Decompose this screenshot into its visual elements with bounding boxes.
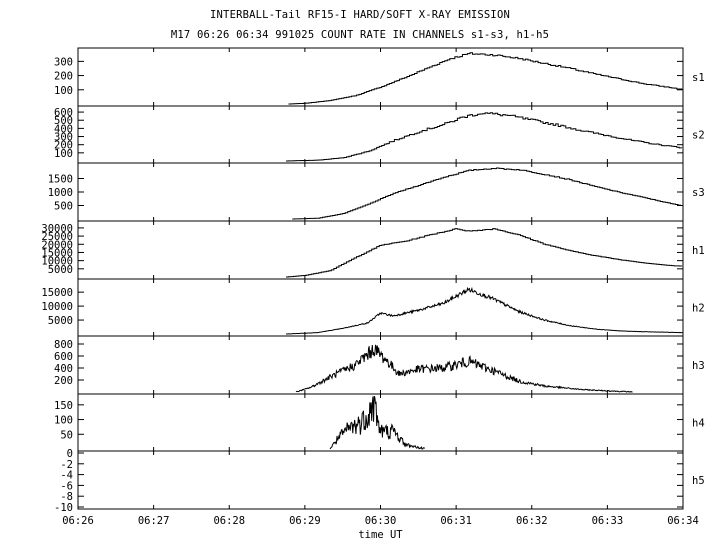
y-tick-label-h4: 150 — [54, 400, 73, 412]
y-tick-label-h1: 10000 — [41, 256, 73, 268]
panel-label-h3: h3 — [692, 360, 705, 372]
panel-frame-h2 — [77, 278, 684, 337]
series-line-h2 — [285, 286, 684, 335]
y-tick-label-s1: 300 — [54, 56, 73, 68]
panel-frame-s1 — [77, 47, 684, 107]
x-tick-label: 06:30 — [365, 515, 397, 527]
y-tick-label-h2: 15000 — [41, 287, 73, 299]
y-tick-label-s2: 600 — [54, 107, 73, 119]
panel-frame-h5 — [77, 450, 684, 510]
panel-frame-h3 — [77, 335, 684, 395]
x-tick-label: 06:29 — [289, 515, 321, 527]
panel-label-h5: h5 — [692, 475, 705, 487]
y-tick-label-h2: 10000 — [41, 301, 73, 313]
series-line-h4 — [329, 395, 426, 450]
series-line-h1 — [285, 228, 683, 278]
series-line-s3 — [292, 167, 684, 220]
y-tick-label-s2: 200 — [54, 140, 73, 152]
y-tick-label-s1: 100 — [54, 85, 73, 97]
panel-frame-s2 — [77, 105, 684, 164]
y-tick-label-s2: 400 — [54, 123, 73, 135]
y-tick-label-s3: 1000 — [48, 187, 73, 199]
x-tick-label: 06:26 — [62, 515, 94, 527]
series-line-s1 — [288, 52, 683, 105]
y-tick-label-s3: 500 — [54, 201, 73, 213]
x-tick-label: 06:31 — [440, 515, 472, 527]
x-tick-label: 06:33 — [592, 515, 624, 527]
panel-label-s1: s1 — [692, 72, 705, 84]
y-tick-label-h3: 400 — [54, 363, 73, 375]
panel-label-s3: s3 — [692, 187, 705, 199]
y-tick-label-h1: 5000 — [48, 264, 73, 276]
panel-frame-h1 — [77, 220, 684, 280]
x-tick-label: 06:34 — [667, 515, 699, 527]
y-tick-label-s2: 100 — [54, 148, 73, 160]
y-tick-label-h5: 0 — [67, 448, 73, 460]
y-tick-label-s2: 300 — [54, 132, 73, 144]
y-tick-label-h3: 600 — [54, 351, 73, 363]
series-line-h3 — [295, 344, 633, 393]
x-tick-label: 06:27 — [138, 515, 170, 527]
y-tick-label-h5: -6 — [60, 480, 73, 492]
y-tick-label-h4: 100 — [54, 415, 73, 427]
panel-label-h4: h4 — [692, 418, 705, 430]
y-tick-label-h1: 15000 — [41, 247, 73, 259]
panel-label-s2: s2 — [692, 130, 705, 142]
y-tick-label-h2: 5000 — [48, 315, 73, 327]
y-tick-label-h5: -10 — [54, 502, 73, 514]
chart-title: INTERBALL-Tail RF15-I HARD/SOFT X-RAY EM… — [210, 9, 510, 21]
x-tick-label: 06:28 — [213, 515, 245, 527]
panel-frame-h4 — [77, 393, 684, 452]
y-tick-label-h1: 20000 — [41, 239, 73, 251]
x-axis-label: time UT — [358, 529, 403, 541]
panel-frame-s3 — [77, 162, 684, 222]
y-tick-label-h3: 800 — [54, 339, 73, 351]
series-line-s2 — [285, 112, 683, 162]
panel-label-h2: h2 — [692, 303, 705, 315]
y-tick-label-s3: 1500 — [48, 174, 73, 186]
y-tick-label-h5: -8 — [60, 491, 73, 503]
y-tick-label-s2: 500 — [54, 115, 73, 127]
y-tick-label-h1: 25000 — [41, 231, 73, 243]
y-tick-label-s1: 200 — [54, 71, 73, 83]
y-tick-label-h4: 50 — [60, 429, 73, 441]
x-tick-label: 06:32 — [516, 515, 548, 527]
y-tick-label-h1: 30000 — [41, 223, 73, 235]
y-tick-label-h3: 200 — [54, 375, 73, 387]
chart-subtitle: M17 06:26 06:34 991025 COUNT RATE IN CHA… — [170, 29, 550, 41]
y-tick-label-h5: -2 — [60, 459, 73, 471]
y-tick-label-h5: -4 — [60, 470, 73, 482]
panel-label-h1: h1 — [692, 245, 705, 257]
